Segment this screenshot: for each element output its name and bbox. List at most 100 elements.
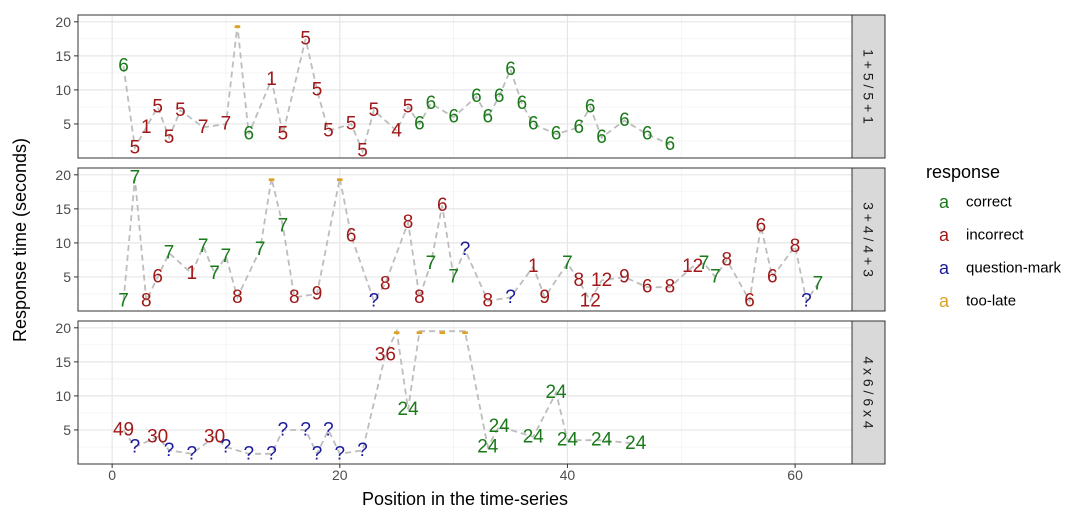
facet-strip-label: 3 + 4 / 4 + 3 — [861, 202, 877, 277]
data-point-label: 8 — [289, 287, 300, 308]
data-point-label: 9 — [312, 283, 323, 304]
data-point-label: 24 — [557, 430, 579, 451]
facet-strip — [851, 320, 886, 465]
data-point-label: 8 — [722, 249, 733, 270]
data-point-label: - — [439, 319, 446, 344]
data-point-label: ? — [266, 443, 277, 464]
x-tick-label: 60 — [787, 467, 803, 483]
x-tick-label: 20 — [332, 467, 348, 483]
data-point-label: ? — [243, 443, 254, 464]
data-point-label: 6 — [585, 96, 596, 117]
data-point-label: - — [336, 166, 343, 191]
data-point-label: 6 — [642, 277, 653, 298]
data-point-label: 6 — [596, 127, 607, 148]
data-point-label: 7 — [198, 236, 209, 257]
data-point-label: 7 — [221, 246, 232, 267]
data-point-label: 8 — [665, 277, 676, 298]
data-point-label: 7 — [699, 253, 710, 274]
legend-item-label: question-mark — [966, 260, 1062, 277]
data-point-label: 24 — [591, 430, 613, 451]
data-point-label: 5 — [130, 137, 141, 158]
x-tick-label: 40 — [560, 467, 576, 483]
data-point-label: - — [416, 319, 423, 344]
data-point-label: ? — [335, 443, 346, 464]
legend-title: response — [926, 162, 1000, 182]
legend-item-label: too-late — [966, 293, 1016, 310]
y-tick-label: 5 — [63, 269, 71, 285]
data-point-label: ? — [300, 419, 311, 440]
y-axis-title: Response time (seconds) — [10, 138, 30, 342]
data-point-label: 12 — [682, 256, 703, 277]
y-tick-label: 20 — [55, 167, 71, 183]
data-point-label: 12 — [591, 270, 612, 291]
data-point-label: 1 — [528, 256, 539, 277]
data-point-label: 6 — [744, 290, 755, 311]
data-point-label: 7 — [209, 263, 220, 284]
data-point-label: 5 — [300, 28, 311, 49]
x-axis-title: Position in the time-series — [362, 489, 568, 509]
legend-key-glyph: a — [939, 291, 950, 311]
data-point-label: 6 — [471, 86, 482, 107]
data-point-label: 7 — [710, 266, 721, 287]
data-point-label: 6 — [494, 86, 505, 107]
data-point-label: ? — [187, 443, 198, 464]
data-point-label: ? — [801, 290, 812, 311]
data-point-label: 7 — [448, 266, 459, 287]
data-point-label: 8 — [141, 290, 152, 311]
y-tick-label: 15 — [55, 354, 71, 370]
data-point-label: 6 — [152, 266, 163, 287]
data-point-label: 1 — [187, 263, 198, 284]
data-point-label: ? — [130, 436, 141, 457]
data-point-label: 7 — [130, 168, 141, 189]
data-point-label: 8 — [790, 236, 801, 257]
y-tick-label: 10 — [55, 82, 71, 98]
data-point-label: ? — [221, 436, 232, 457]
x-tick-label: 0 — [108, 467, 116, 483]
data-point-label: 8 — [574, 270, 585, 291]
data-point-label: - — [268, 166, 275, 191]
data-point-label: 12 — [580, 290, 601, 311]
data-point-label: 6 — [118, 56, 129, 77]
data-point-label: 7 — [221, 113, 232, 134]
data-point-label: 5 — [152, 96, 163, 117]
data-point-label: 6 — [756, 215, 767, 236]
data-point-label: 30 — [147, 426, 168, 447]
data-point-label: 5 — [369, 100, 380, 121]
data-point-label: 1 — [266, 69, 277, 90]
data-point-label: 6 — [505, 59, 516, 80]
facet-strip — [851, 14, 886, 159]
data-point-label: 24 — [398, 399, 420, 420]
data-point-label: ? — [323, 419, 334, 440]
data-point-label: 7 — [426, 253, 437, 274]
data-point-label: - — [393, 319, 400, 344]
data-point-label: 4 — [391, 120, 402, 141]
data-point-label: 24 — [477, 436, 499, 457]
data-point-label: 30 — [204, 426, 225, 447]
data-point-label: 7 — [255, 239, 266, 260]
data-point-label: 9 — [539, 287, 550, 308]
data-point-label: 6 — [528, 113, 539, 134]
y-tick-label: 20 — [55, 14, 71, 30]
data-point-label: - — [461, 319, 468, 344]
data-point-label: 5 — [357, 141, 368, 162]
series-line — [122, 25, 671, 154]
data-point-label: 6 — [767, 266, 778, 287]
data-point-label: 6 — [574, 117, 585, 138]
y-tick-label: 15 — [55, 48, 71, 64]
data-point-label: 6 — [448, 107, 459, 128]
data-point-label: 6 — [482, 107, 493, 128]
data-point-label: 8 — [482, 290, 493, 311]
data-point-label: 49 — [113, 419, 134, 440]
data-point-label: 5 — [346, 113, 357, 134]
facet-strip — [851, 167, 886, 312]
data-point-label: 5 — [403, 96, 414, 117]
data-point-label: 7 — [118, 290, 129, 311]
facet-strip-label: 4 x 6 / 6 x 4 — [861, 356, 877, 429]
data-point-label: ? — [369, 290, 380, 311]
series-line — [122, 177, 819, 305]
data-point-label: ? — [164, 440, 175, 461]
facet-strip-label: 1 + 5 / 5 + 1 — [861, 49, 877, 124]
data-point-label: ? — [460, 239, 471, 260]
